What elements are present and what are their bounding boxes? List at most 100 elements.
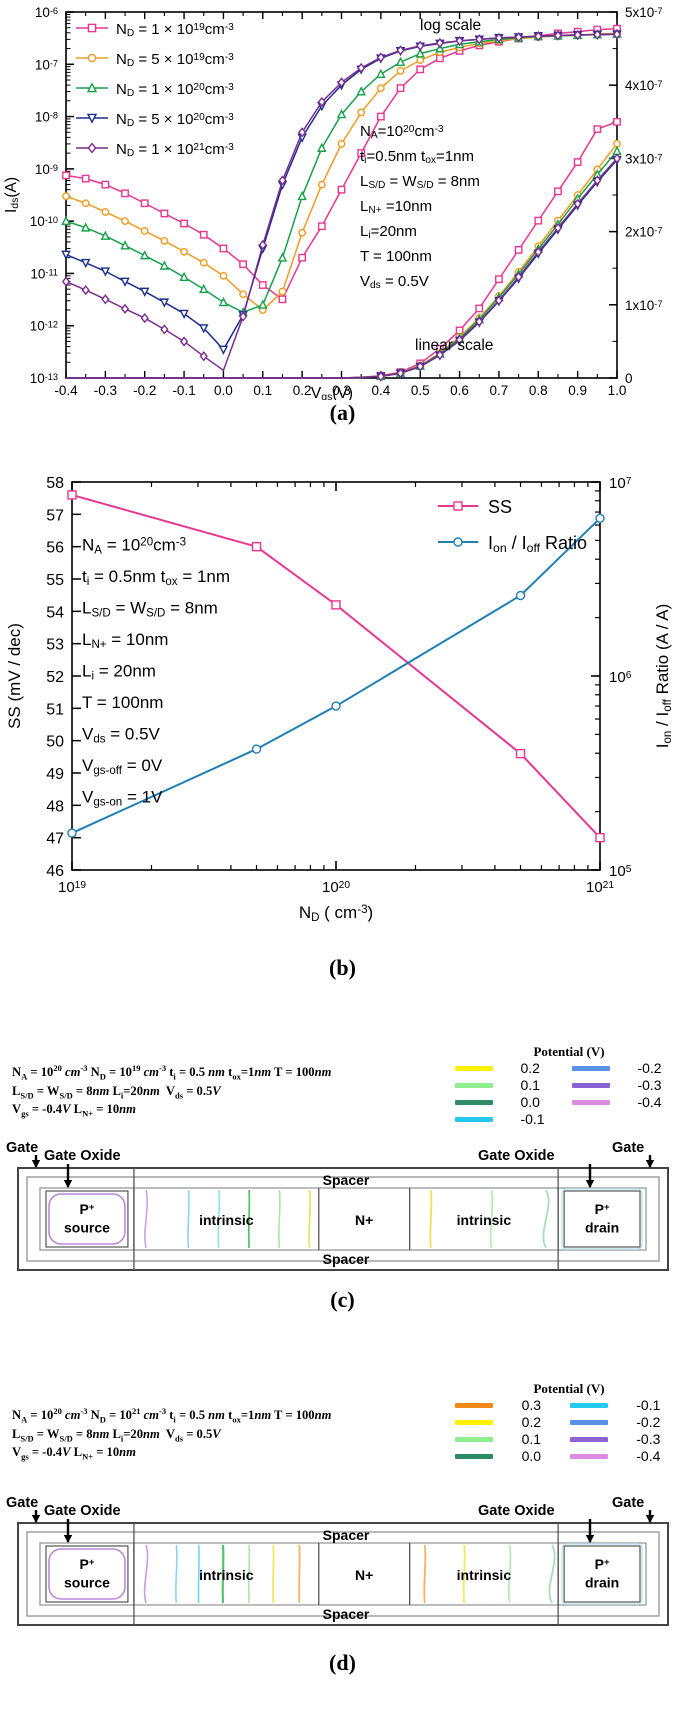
x-tick-label: 0.0: [214, 383, 233, 398]
data-point-marker: [595, 832, 605, 843]
legend-label: ND = 1 × 1021cm-3: [116, 141, 234, 159]
data-point-marker: [612, 145, 622, 155]
x-tick-label: 0.9: [568, 383, 587, 398]
data-point-marker: [612, 153, 622, 164]
data-point-marker: [593, 125, 602, 134]
legend: ND = 1 × 1019cm-3 ND = 5 × 1019cm-3 ND = 1…: [76, 21, 234, 159]
data-point-marker: [475, 34, 484, 45]
series-line: [65, 32, 618, 311]
data-point-marker: [298, 127, 307, 138]
data-point-marker: [475, 316, 484, 327]
potential-contour: [548, 1544, 556, 1604]
source-label: P+: [80, 1556, 95, 1572]
potential-legend-grid: 0.3 -0.1 0.2 -0.2 0.1 -0.3 0.0 -0.4: [455, 1397, 683, 1464]
series-ss: [67, 490, 605, 843]
panel-d-device-svg: P+ source intrinsic N+ intrinsic P+ drain Space…: [6, 1495, 669, 1626]
channel-label: N+: [355, 1567, 373, 1583]
data-point-marker: [121, 189, 129, 198]
x-axis-title: Vgs(V): [311, 385, 353, 400]
gate-outer: [17, 1167, 669, 1271]
data-point-marker: [140, 312, 149, 324]
data-point-marker: [416, 40, 425, 51]
potential-swatch: [569, 1453, 608, 1459]
y-tick-label-left: 10-9: [35, 162, 58, 177]
gate-oxide-left-label: Gate Oxide: [44, 1503, 121, 1519]
data-point-marker: [515, 748, 526, 759]
data-point-marker: [573, 29, 582, 41]
gate-left-arrow-head: [31, 1160, 41, 1168]
parameter-line: NA = 1020 cm-3 ND = 1019 cm-3 ti = 0.5 n…: [12, 1063, 332, 1082]
potential-swatch: [572, 1099, 610, 1105]
y-tick-label-left: 54: [46, 604, 64, 621]
parameter-line: LN+ =10nm: [360, 198, 432, 216]
parameter-line: Li = 20nm: [82, 662, 156, 683]
data-point-marker: [67, 828, 77, 838]
data-point-marker: [278, 175, 287, 186]
series-line: [66, 143, 618, 379]
potential-legend-title: Potential (V): [533, 1044, 605, 1059]
potential-swatch: [572, 1082, 610, 1088]
gate-right-arrow-head: [645, 1160, 655, 1168]
potential-value: 0.1: [521, 1431, 542, 1447]
potential-swatch: [569, 1402, 608, 1408]
y-tick-label-left: 51: [46, 701, 64, 718]
data-point-marker: [101, 180, 110, 189]
y-axis-title-left: SS (mV / dec): [5, 623, 24, 729]
y-tick-label-left: 48: [46, 798, 64, 815]
parameter-line: LS/D = WS/D = 8nm: [360, 173, 480, 191]
data-point-marker: [376, 371, 385, 382]
x-tick-label: -0.4: [54, 383, 78, 398]
data-point-marker: [595, 513, 605, 523]
parameter-line: T = 100nm: [360, 248, 432, 265]
parameter-line: T = 100nm: [82, 693, 163, 712]
potential-value: -0.2: [636, 1414, 661, 1430]
data-point-marker: [251, 541, 262, 552]
parameter-line: LS/D = WS/D = 8nm: [82, 599, 218, 620]
potential-swatch: [455, 1099, 493, 1105]
series-linear-4: [66, 153, 622, 382]
data-point-marker: [80, 222, 91, 232]
device-body: [39, 1187, 647, 1251]
data-point-marker: [455, 326, 464, 335]
y-tick-label-left: 52: [46, 669, 64, 686]
data-point-marker: [453, 501, 463, 511]
data-point-marker: [376, 84, 385, 93]
data-point-marker: [61, 215, 71, 226]
gate-left-label: Gate: [6, 1140, 38, 1156]
data-point-marker: [317, 222, 326, 231]
source-region: [45, 1190, 129, 1248]
x-tick-label: 1019: [58, 879, 86, 896]
gate-oxide-right-arrow-head: [585, 1535, 595, 1543]
data-point-marker: [298, 228, 307, 237]
series-line: [65, 33, 618, 314]
potential-contour: [187, 1189, 190, 1249]
parameter-line: LS/D = WS/D = 8nm Li=20nm Vds = 0.5V: [12, 1083, 221, 1101]
data-point-marker: [297, 190, 307, 201]
data-point-marker: [81, 199, 90, 208]
y-tick-label-left: 10-10: [30, 214, 58, 229]
source-potential-contour: [48, 1193, 126, 1245]
series-log-4: [61, 29, 622, 372]
data-point-marker: [218, 297, 229, 307]
y-tick-label-left: 47: [46, 831, 64, 848]
potential-value: -0.3: [636, 1431, 661, 1447]
data-point-marker: [475, 304, 484, 313]
data-point-marker: [593, 29, 602, 40]
y-tick-label-right: 0: [625, 371, 633, 386]
potential-contour: [174, 1544, 178, 1604]
source-potential-contour: [48, 1548, 126, 1600]
x-tick-label: -0.2: [133, 383, 156, 398]
data-point-marker: [298, 253, 307, 262]
panel-c-device-svg: P+ source intrinsic N+ intrinsic P+ drain Space…: [6, 1140, 669, 1271]
gate-oxide-right-label: Gate Oxide: [478, 1503, 555, 1519]
data-point-marker: [87, 53, 97, 63]
x-tick-label: 0.5: [411, 383, 430, 398]
parameter-line: Vgs-on = 1V: [82, 788, 163, 809]
y-tick-label-left: 10-6: [35, 5, 58, 20]
data-point-marker: [515, 590, 526, 601]
potential-contour: [144, 1189, 148, 1249]
parameter-line: ti=0.5nm tox=1nm: [360, 148, 474, 166]
y-tick-label-left: 10-7: [35, 57, 58, 72]
x-tick-label: -0.1: [172, 383, 195, 398]
data-point-marker: [139, 250, 150, 260]
